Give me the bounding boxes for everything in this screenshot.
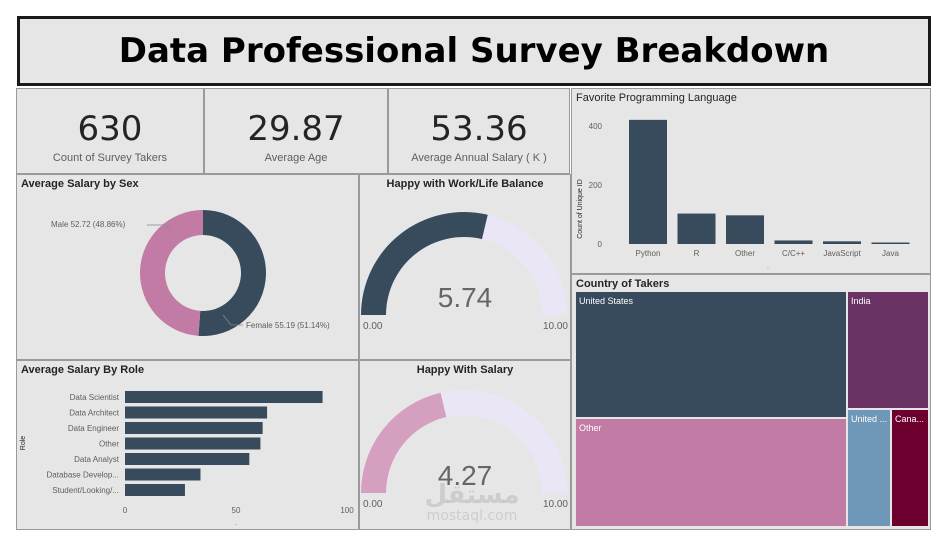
x-tick-label: 100 bbox=[340, 506, 354, 515]
role-bar[interactable] bbox=[125, 453, 250, 465]
gauge-fill bbox=[361, 392, 447, 493]
gauge-max: 10.00 bbox=[543, 321, 568, 332]
gauge-value: 5.74 bbox=[438, 282, 493, 313]
panel-title: Happy with Work/Life Balance bbox=[386, 178, 544, 190]
role-bar[interactable] bbox=[125, 422, 263, 434]
role-bar[interactable] bbox=[125, 391, 323, 403]
language-category-label: Java bbox=[882, 249, 899, 258]
gauge-value: 4.27 bbox=[438, 460, 493, 491]
x-tick-label: 0 bbox=[123, 506, 128, 515]
kpi-label: Count of Survey Takers bbox=[52, 152, 168, 164]
salary-by-role-chart: Role Data Scientist Data Architect Data En… bbox=[20, 391, 354, 527]
watermark-latin: mostaql.com bbox=[426, 508, 518, 524]
treemap-cell-united-kingdom[interactable]: United ... bbox=[847, 409, 891, 527]
female-slice-label: Female 55.19 (51.14%) bbox=[246, 321, 330, 330]
y-tick-label: 400 bbox=[589, 122, 603, 131]
kpi-value: 53.36 bbox=[430, 109, 528, 149]
gauge-min: 0.00 bbox=[363, 499, 383, 510]
language-category-label: Python bbox=[636, 249, 661, 258]
salary-happiness-gauge-panel[interactable]: Happy With Salary 4.27 0.00 10.00 bbox=[359, 360, 571, 530]
kpi-card-survey-takers[interactable]: 630 Count of Survey Takers bbox=[16, 88, 204, 174]
panel-title: Favorite Programming Language bbox=[576, 92, 737, 104]
role-category-label: Data Engineer bbox=[68, 424, 119, 433]
role-bar[interactable] bbox=[125, 406, 268, 419]
language-bar[interactable] bbox=[774, 240, 813, 244]
treemap-cell-other[interactable]: Other bbox=[575, 418, 847, 527]
role-category-label: Data Analyst bbox=[74, 455, 120, 464]
language-bar[interactable] bbox=[677, 213, 716, 244]
panel-title: Average Salary By Role bbox=[21, 364, 145, 376]
treemap-label: United States bbox=[579, 296, 634, 306]
role-category-label: Data Scientist bbox=[70, 393, 120, 402]
work-life-gauge: 5.74 0.00 10.00 bbox=[361, 212, 568, 332]
y-axis-title: Count of Unique ID bbox=[577, 179, 584, 239]
salary-by-role-panel[interactable]: Average Salary By Role Role Data Scienti… bbox=[16, 360, 359, 530]
treemap-cell-india[interactable]: India bbox=[847, 291, 929, 409]
role-bar[interactable] bbox=[125, 468, 201, 481]
treemap-label: Cana... bbox=[895, 414, 925, 424]
treemap-label: India bbox=[851, 296, 871, 306]
salary-by-sex-panel[interactable]: Average Salary by Sex Male 52.72 (48.86%… bbox=[16, 174, 359, 360]
language-bar[interactable] bbox=[871, 242, 910, 244]
x-axis-title: . bbox=[767, 264, 769, 271]
role-category-label: Other bbox=[99, 440, 119, 449]
language-category-label: R bbox=[694, 249, 700, 258]
y-tick-label: 200 bbox=[589, 181, 603, 190]
panel-title: Happy With Salary bbox=[416, 364, 514, 376]
role-category-label: Data Architect bbox=[69, 409, 120, 418]
watermark-arabic: مستقل bbox=[424, 480, 520, 510]
role-bar[interactable] bbox=[125, 484, 185, 496]
kpi-label: Average Age bbox=[264, 152, 328, 164]
panel-title: Country of Takers bbox=[576, 278, 670, 290]
language-bar[interactable] bbox=[629, 119, 667, 244]
kpi-value: 29.87 bbox=[247, 109, 345, 149]
treemap-label: United ... bbox=[851, 414, 888, 424]
y-axis-title: Role bbox=[20, 436, 27, 451]
dashboard-title-box: Data Professional Survey Breakdown bbox=[17, 16, 931, 86]
language-category-label: Other bbox=[735, 249, 755, 258]
role-category-label: Database Develop... bbox=[47, 471, 120, 480]
country-treemap-panel[interactable]: Country of Takers United States India Ot… bbox=[571, 274, 931, 530]
x-tick-label: 50 bbox=[232, 506, 241, 515]
language-bar[interactable] bbox=[823, 241, 861, 244]
panel-title: Average Salary by Sex bbox=[21, 178, 139, 190]
watermark: مستقل mostaql.com bbox=[412, 482, 532, 524]
language-category-label: JavaScript bbox=[823, 249, 861, 258]
x-axis-title: . bbox=[235, 520, 237, 527]
treemap-cell-united-states[interactable]: United States bbox=[575, 291, 847, 418]
donut-slice-male[interactable] bbox=[139, 210, 203, 336]
programming-language-panel[interactable]: Favorite Programming Language Count of U… bbox=[571, 88, 931, 274]
language-category-label: C/C++ bbox=[782, 249, 805, 258]
treemap-cell-canada[interactable]: Cana... bbox=[891, 409, 929, 527]
kpi-label: Average Annual Salary ( K ) bbox=[411, 152, 547, 164]
salary-happiness-gauge: 4.27 0.00 10.00 bbox=[361, 390, 568, 510]
male-slice-label: Male 52.72 (48.86%) bbox=[51, 220, 126, 229]
role-bar[interactable] bbox=[125, 437, 261, 450]
language-bar[interactable] bbox=[726, 215, 764, 244]
kpi-card-average-age[interactable]: 29.87 Average Age bbox=[204, 88, 388, 174]
dashboard-title: Data Professional Survey Breakdown bbox=[118, 31, 830, 71]
role-category-label: Student/Looking/... bbox=[52, 486, 119, 495]
kpi-value: 630 bbox=[77, 109, 143, 149]
kpi-card-average-salary[interactable]: 53.36 Average Annual Salary ( K ) bbox=[388, 88, 570, 174]
work-life-gauge-panel[interactable]: Happy with Work/Life Balance 5.74 0.00 1… bbox=[359, 174, 571, 360]
salary-by-sex-chart: Male 52.72 (48.86%) Female 55.19 (51.14%… bbox=[51, 210, 330, 336]
donut-slice-female[interactable] bbox=[198, 210, 266, 336]
gauge-max: 10.00 bbox=[543, 499, 568, 510]
gauge-fill bbox=[361, 212, 488, 315]
treemap-label: Other bbox=[579, 423, 602, 433]
y-tick-label: 0 bbox=[598, 240, 603, 249]
gauge-min: 0.00 bbox=[363, 321, 383, 332]
programming-language-chart: Count of Unique ID . 0 200 400 Python R Other… bbox=[577, 119, 910, 271]
